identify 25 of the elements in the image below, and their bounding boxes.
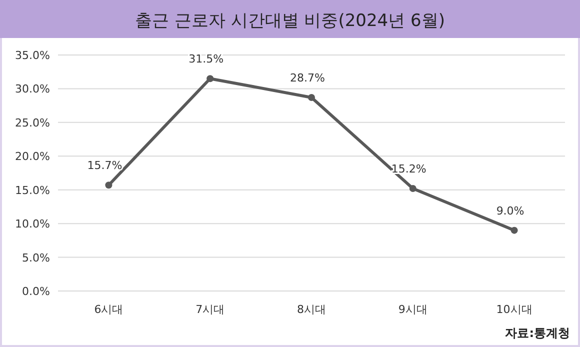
x-tick-label: 6시대 (94, 303, 124, 316)
point (105, 182, 112, 189)
y-tick-label: 25.0% (15, 116, 50, 130)
point (510, 226, 518, 234)
point (206, 75, 214, 82)
x-tick-label: 7시대 (196, 303, 225, 316)
y-tick-label: 35.0% (15, 49, 50, 62)
data-label: 15.2% (391, 162, 426, 176)
y-tick-label: 5.0% (22, 251, 50, 264)
x-tick-label: 8시대 (297, 303, 326, 316)
data-label: 9.0% (496, 204, 524, 218)
point (308, 94, 315, 101)
y-tick-label: 20.0% (15, 150, 50, 164)
data-label: 28.7% (290, 71, 325, 84)
x-tick-label: 10시대 (496, 303, 532, 316)
x-tick-label: 9시대 (398, 303, 428, 316)
y-tick-label: 10.0% (15, 218, 50, 231)
point (409, 185, 416, 192)
data-label: 15.7% (87, 159, 122, 172)
y-tick-label: 0.0% (22, 285, 50, 298)
text: 자료:통계청 (505, 326, 570, 340)
y-tick-label: 30.0% (15, 82, 50, 96)
data-label: 31.5% (188, 52, 224, 66)
chart-title: 출근 근로자 시간대별 비중(2024년 6월) (135, 11, 445, 31)
y-tick-label: 15.0% (15, 184, 50, 197)
